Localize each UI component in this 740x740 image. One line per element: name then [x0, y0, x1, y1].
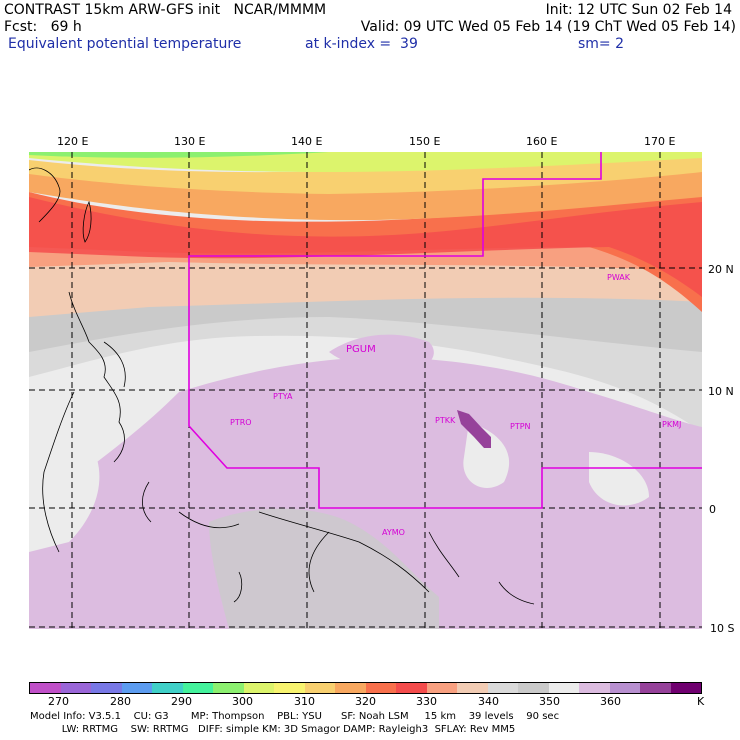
header-valid-time: Valid: 09 UTC Wed 05 Feb 14 (19 ChT Wed … [360, 19, 736, 35]
header-title: CONTRAST 15km ARW-GFS init NCAR/MMMM [4, 2, 327, 18]
colorbar-swatch [60, 683, 91, 693]
lon-label-130e: 130 E [174, 135, 206, 148]
colorbar-swatch [579, 683, 610, 693]
lat-label-10n: 10 N [708, 385, 734, 398]
lon-label-150e: 150 E [409, 135, 441, 148]
colorbar-swatch [487, 683, 518, 693]
lon-label-140e: 140 E [291, 135, 323, 148]
colorbar-swatch [396, 683, 427, 693]
colorbar-swatch [243, 683, 274, 693]
cbar-unit: K [697, 695, 705, 708]
station-pwak: PWAK [607, 273, 631, 282]
equivalent-potential-temperature-field [29, 152, 702, 629]
colorbar-swatch [213, 683, 244, 693]
colorbar-swatch [609, 683, 640, 693]
cbar-tick-350: 350 [539, 695, 560, 708]
colorbar-swatch [670, 683, 701, 693]
station-pgum: PGUM [346, 344, 376, 355]
colorbar-swatch [548, 683, 579, 693]
field-name: Equivalent potential temperature [8, 36, 242, 52]
header-forecast-hour: Fcst: 69 h [4, 19, 82, 35]
station-aymo: AYMO [382, 528, 405, 537]
map-panel: PWAK PGUM PTYA PTRO PTKK PTPN PKMJ AYMO [29, 152, 702, 629]
colorbar-swatch [304, 683, 335, 693]
cbar-tick-270: 270 [48, 695, 69, 708]
cbar-tick-320: 320 [355, 695, 376, 708]
colorbar-swatch [335, 683, 366, 693]
cbar-tick-360: 360 [600, 695, 621, 708]
smoothing: sm= 2 [578, 36, 625, 52]
lat-label-0: 0 [709, 503, 716, 516]
station-ptro: PTRO [230, 418, 252, 427]
cbar-tick-310: 310 [294, 695, 315, 708]
colorbar-swatch [30, 683, 61, 693]
lat-label-20n: 20 N [708, 263, 734, 276]
colorbar-swatch [457, 683, 488, 693]
colorbar-swatch [640, 683, 671, 693]
colorbar-swatch [518, 683, 549, 693]
cbar-tick-300: 300 [232, 695, 253, 708]
cbar-tick-280: 280 [110, 695, 131, 708]
cbar-tick-340: 340 [478, 695, 499, 708]
header-init-time: Init: 12 UTC Sun 02 Feb 14 [545, 2, 732, 18]
cbar-tick-330: 330 [416, 695, 437, 708]
lon-label-170e: 170 E [644, 135, 676, 148]
lat-label-10s: 10 S [710, 622, 735, 635]
colorbar-swatch [426, 683, 457, 693]
colorbar-swatch [91, 683, 122, 693]
colorbar-swatch [152, 683, 183, 693]
level-index: at k-index = 39 [305, 36, 418, 52]
colorbar-swatch [365, 683, 396, 693]
station-ptpn: PTPN [510, 422, 531, 431]
colorbar-swatch [274, 683, 305, 693]
footer-physics-info: LW: RRTMG SW: RRTMG DIFF: simple KM: 3D … [30, 724, 516, 735]
footer-model-info: Model Info: V3.5.1 CU: G3 MP: Thompson P… [30, 711, 560, 722]
lon-label-120e: 120 E [57, 135, 89, 148]
lon-label-160e: 160 E [526, 135, 558, 148]
colorbar-swatch [121, 683, 152, 693]
colorbar-swatch [182, 683, 213, 693]
station-ptkk: PTKK [435, 416, 456, 425]
station-pkmj: PKMJ [662, 420, 682, 429]
station-ptya: PTYA [273, 392, 293, 401]
colorbar [29, 682, 702, 694]
cbar-tick-290: 290 [171, 695, 192, 708]
